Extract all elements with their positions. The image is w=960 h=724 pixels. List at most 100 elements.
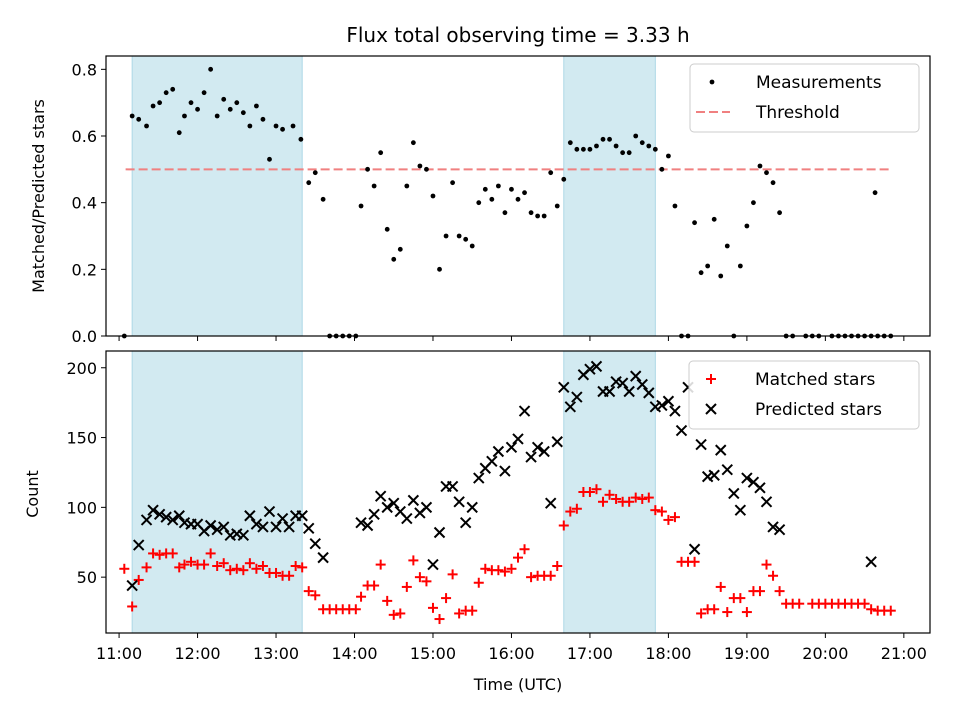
top-y-axis-label: Matched/Predicted stars (29, 99, 48, 293)
top-observing-intervals (131, 55, 656, 337)
measurement-point (489, 196, 495, 202)
predicted-star-point (147, 504, 159, 516)
predicted-star-point (558, 381, 570, 394)
matched-star-point (604, 489, 615, 500)
measurement-point (541, 213, 547, 219)
predicted-star-point (754, 482, 766, 494)
predicted-star-point (368, 508, 380, 521)
matched-star-point (257, 560, 268, 571)
predicted-star-point (237, 529, 250, 541)
matched-star-point (473, 577, 484, 588)
measurement-point (554, 203, 560, 209)
predicted-star-point (140, 514, 153, 526)
measurement-point (652, 146, 658, 152)
predicted-star-point (734, 504, 747, 516)
predicted-star-point (623, 385, 635, 398)
measurement-point (737, 263, 743, 269)
legend-label: Measurements (756, 73, 882, 93)
matched-star-point (408, 555, 419, 566)
measurement-point (267, 156, 272, 162)
matched-star-point (414, 572, 425, 583)
predicted-star-point (433, 526, 446, 539)
measurement-point (182, 113, 187, 119)
measurement-point (646, 143, 652, 149)
measurement-point (744, 223, 750, 229)
matched-star-point (624, 496, 635, 507)
bottom-y-tick-label: 150 (66, 429, 97, 448)
measurement-point (594, 143, 599, 149)
predicted-star-point (656, 399, 668, 412)
matched-star-point (127, 601, 138, 612)
predicted-star-point (173, 510, 185, 522)
predicted-star-point (204, 519, 217, 532)
measurement-point (711, 216, 717, 222)
measurement-point (430, 193, 436, 199)
measurement-point (365, 166, 370, 172)
matched-star-point (218, 558, 229, 569)
x-tick-label: 11:00 (96, 644, 142, 663)
bottom-y-tick-label: 50 (77, 568, 97, 587)
predicted-star-point (531, 441, 544, 454)
x-axis-label: Time (UTC) (473, 675, 562, 694)
measurement-point (698, 270, 704, 276)
x-tick-label: 18:00 (645, 644, 691, 663)
measurement-point (129, 113, 135, 119)
bottom-axis-ticks: 50 100 150 200 11:00 12:00 13:00 14:00 15:00 16:0… (66, 359, 926, 663)
measurement-point (613, 143, 619, 149)
matched-star-point (401, 581, 412, 592)
x-tick-label: 20:00 (802, 644, 848, 663)
matched-star-point (133, 574, 144, 585)
measurement-point (417, 163, 423, 169)
x-tick-label: 16:00 (488, 644, 534, 663)
predicted-star-point (388, 497, 400, 509)
matched-star-point (735, 593, 746, 604)
predicted-star-point (616, 377, 629, 389)
predicted-star-point (283, 521, 295, 533)
matched-star-point (715, 581, 726, 592)
measurement-point (764, 170, 769, 176)
predicted-star-point (636, 378, 648, 391)
bottom-y-tick-label: 100 (66, 498, 97, 517)
measurement-point (150, 103, 156, 109)
matched-star-point (526, 572, 537, 583)
measurement-point (280, 126, 285, 132)
measurement-point (144, 123, 149, 129)
predicted-star-point (603, 385, 616, 398)
measurement-point (201, 90, 207, 96)
predicted-star-point (355, 517, 367, 529)
predicted-star-point (453, 496, 465, 508)
measurement-point (548, 170, 554, 176)
measurement-point (371, 183, 377, 189)
matched-star-point (637, 493, 648, 504)
matched-star-point (179, 559, 190, 570)
matched-star-point (382, 595, 393, 606)
predicted-star-point (309, 537, 321, 550)
predicted-star-point (551, 436, 563, 448)
predicted-star-point (721, 463, 733, 476)
predicted-star-point (427, 558, 439, 571)
legend-label: Threshold (755, 103, 840, 123)
measurement-point (157, 100, 163, 106)
matched-star-point (231, 563, 242, 574)
predicted-star-point (525, 451, 537, 463)
measurement-point (195, 106, 200, 112)
top-y-tick-label: 0.4 (72, 194, 97, 213)
matched-star-point (558, 520, 569, 531)
measurement-point (240, 110, 246, 116)
predicted-star-point (160, 511, 172, 523)
predicted-star-point (584, 363, 596, 375)
measurement-point (522, 190, 527, 196)
predicted-star-point (538, 445, 550, 458)
predicted-star-point (317, 551, 329, 564)
matched-star-point (434, 614, 445, 625)
predicted-star-point (505, 441, 518, 454)
matched-star-point (741, 607, 752, 618)
matched-star-point (545, 570, 556, 581)
bottom-y-tick-label: 200 (66, 359, 97, 378)
matched-star-point (454, 608, 465, 619)
matched-star-point (565, 506, 576, 517)
predicted-star-point (518, 405, 531, 417)
matched-star-point (225, 565, 236, 576)
measurement-point (770, 180, 776, 186)
measurement-point (312, 170, 318, 176)
